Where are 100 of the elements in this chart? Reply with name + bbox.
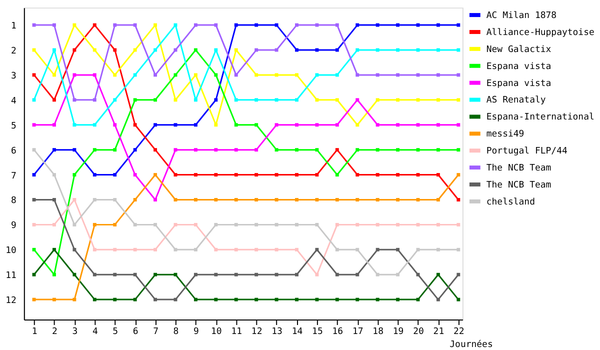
point: [214, 98, 218, 102]
point: [456, 272, 460, 276]
point: [234, 23, 238, 27]
point: [254, 222, 258, 226]
point: [32, 298, 36, 302]
point: [133, 73, 137, 77]
point: [113, 272, 117, 276]
point: [72, 173, 76, 176]
point: [154, 272, 158, 276]
point: [456, 248, 460, 252]
point: [376, 148, 380, 152]
point: [274, 248, 278, 252]
point: [356, 73, 360, 77]
x-tick-label: 20: [413, 326, 424, 337]
point: [315, 73, 319, 77]
point: [234, 272, 238, 276]
point: [315, 222, 319, 226]
point: [396, 198, 400, 202]
x-tick-label: 1: [32, 326, 38, 337]
point: [295, 148, 298, 152]
point: [154, 123, 158, 127]
point: [376, 73, 380, 77]
point: [396, 248, 400, 252]
point: [133, 198, 137, 202]
point: [295, 123, 298, 127]
point: [356, 298, 360, 302]
point: [436, 98, 440, 102]
point: [113, 298, 117, 302]
point: [214, 173, 218, 176]
x-tick-label: 14: [292, 326, 303, 337]
point: [315, 173, 319, 176]
legend-label: Alliance-Huppaytoise: [486, 28, 594, 38]
x-tick-label: 5: [112, 326, 118, 337]
point: [335, 198, 339, 202]
point: [214, 222, 218, 226]
x-tick-label: 3: [72, 326, 78, 337]
point: [456, 173, 460, 176]
point: [295, 222, 298, 226]
point: [234, 298, 238, 302]
point: [254, 73, 258, 77]
point: [32, 98, 36, 102]
point: [254, 248, 258, 252]
point: [376, 222, 380, 226]
point: [92, 198, 96, 202]
point: [92, 148, 96, 152]
point: [52, 298, 56, 302]
point: [436, 173, 440, 176]
point: [72, 298, 76, 302]
point: [133, 98, 137, 102]
point: [194, 73, 198, 77]
point: [295, 73, 298, 77]
point: [254, 148, 258, 152]
point: [295, 173, 298, 176]
x-tick-label: 11: [231, 326, 242, 337]
point: [356, 123, 360, 127]
point: [133, 148, 137, 152]
point: [72, 148, 76, 152]
legend-label: Espana vista: [486, 78, 552, 89]
point: [32, 272, 36, 276]
point: [194, 248, 198, 252]
point: [396, 73, 400, 77]
point: [92, 98, 96, 102]
point: [32, 173, 36, 176]
point: [295, 248, 298, 252]
y-tick-label: 5: [11, 121, 16, 132]
point: [436, 73, 440, 77]
point: [274, 148, 278, 152]
point: [254, 298, 258, 302]
point: [436, 23, 440, 27]
y-tick-label: 8: [11, 196, 16, 206]
point: [456, 222, 460, 226]
point: [92, 222, 96, 226]
x-tick-label: 6: [132, 326, 138, 337]
point: [133, 298, 137, 302]
point: [396, 298, 400, 302]
point: [154, 173, 158, 176]
point: [92, 73, 96, 77]
legend-label: messi49: [486, 130, 524, 140]
point: [315, 272, 319, 276]
point: [72, 248, 76, 252]
point: [335, 173, 339, 176]
x-tick-label: 18: [372, 326, 384, 337]
y-tick-label: 2: [11, 46, 16, 56]
legend-label: Espana vista: [486, 62, 552, 72]
point: [436, 298, 440, 302]
x-axis-title: Journées: [450, 338, 493, 350]
point: [436, 272, 440, 276]
point: [295, 272, 298, 276]
point: [274, 73, 278, 77]
point: [214, 148, 218, 152]
point: [234, 198, 238, 202]
point: [32, 148, 36, 152]
point: [113, 98, 117, 102]
point: [274, 272, 278, 276]
point: [52, 73, 56, 77]
point: [335, 248, 339, 252]
point: [254, 98, 258, 102]
point: [133, 222, 137, 226]
point: [436, 148, 440, 152]
point: [113, 173, 117, 176]
